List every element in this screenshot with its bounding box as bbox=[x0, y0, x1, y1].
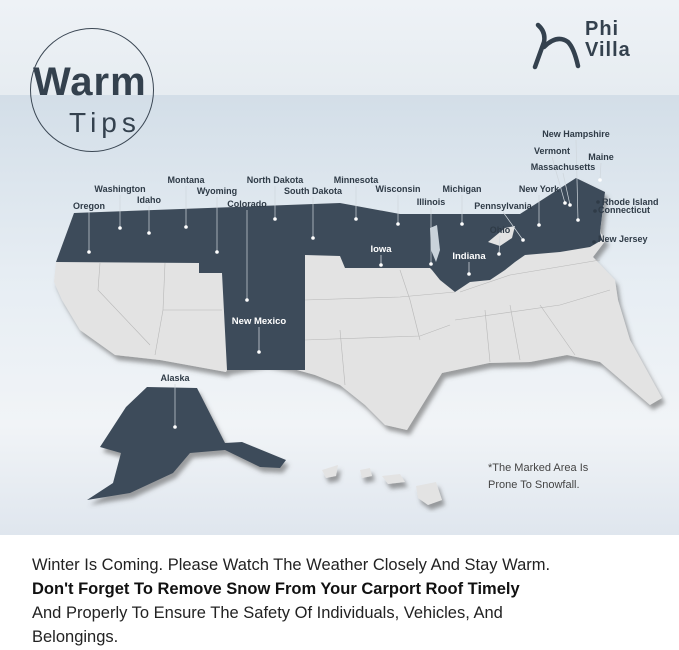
label-leader-line bbox=[502, 211, 524, 241]
label-dot bbox=[354, 217, 358, 221]
caption-line4: Belongings. bbox=[32, 628, 119, 646]
label-dot bbox=[215, 250, 219, 254]
brand-line2: Villa bbox=[585, 39, 631, 61]
label-dot bbox=[521, 238, 525, 242]
hawaii bbox=[322, 465, 442, 505]
caption-line3: And Properly To Ensure The Safety Of Ind… bbox=[32, 604, 503, 622]
title-tips: Tips bbox=[69, 107, 141, 138]
state-label-new-jersey: New Jersey bbox=[598, 234, 648, 244]
snowfall-note: *The Marked Area Is Prone To Snowfall. bbox=[488, 460, 588, 494]
label-leader-line bbox=[551, 156, 566, 204]
caption-line1: Winter Is Coming. Please Watch The Weath… bbox=[32, 556, 551, 574]
label-dot bbox=[497, 252, 501, 256]
state-label-maine: Maine bbox=[588, 152, 614, 162]
label-leader-line bbox=[599, 162, 602, 181]
title-warm: Warm bbox=[33, 60, 147, 104]
note-line1: *The Marked Area Is bbox=[488, 462, 589, 474]
state-label-indiana: Indiana bbox=[452, 251, 486, 262]
state-label-vermont: Vermont bbox=[534, 146, 570, 156]
alaska bbox=[87, 387, 286, 500]
state-label-new-york: New York bbox=[519, 184, 560, 194]
note-line2: Prone To Snowfall. bbox=[488, 479, 580, 491]
label-dot bbox=[147, 231, 151, 235]
state-label-massachusetts: Massachusetts bbox=[531, 162, 596, 172]
state-label-montana: Montana bbox=[168, 175, 206, 185]
label-dot bbox=[257, 350, 261, 354]
label-dot bbox=[245, 298, 249, 302]
state-label-illinois: Illinois bbox=[417, 197, 446, 207]
label-dot bbox=[537, 223, 541, 227]
snowfall-region-north bbox=[56, 178, 605, 370]
label-dot bbox=[429, 262, 433, 266]
label-leader-line bbox=[498, 235, 501, 255]
label-dot bbox=[592, 240, 596, 244]
brand-line1: Phi bbox=[585, 18, 620, 40]
state-label-rhode-island: Rhode Island bbox=[602, 197, 659, 207]
state-label-connecticut: Connecticut bbox=[598, 205, 650, 215]
caption-bold: Don't Forget To Remove Snow From Your Ca… bbox=[32, 580, 520, 598]
label-dot bbox=[467, 272, 471, 276]
label-dot bbox=[118, 226, 122, 230]
state-label-north-dakota: North Dakota bbox=[247, 175, 304, 185]
state-label-idaho: Idaho bbox=[137, 195, 162, 205]
state-label-wyoming: Wyoming bbox=[197, 186, 237, 196]
caption: Winter Is Coming. Please Watch The Weath… bbox=[32, 553, 672, 649]
label-dot bbox=[396, 222, 400, 226]
state-label-iowa: Iowa bbox=[370, 244, 392, 255]
label-dot bbox=[87, 250, 91, 254]
label-dot bbox=[568, 203, 572, 207]
state-label-colorado: Colorado bbox=[227, 199, 267, 209]
label-dot bbox=[184, 225, 188, 229]
phi-villa-logo-icon bbox=[532, 22, 581, 70]
label-dot bbox=[460, 222, 464, 226]
lake-erie bbox=[488, 226, 515, 246]
state-label-washington: Washington bbox=[94, 184, 145, 194]
state-label-pennsylvania: Pennsylvania bbox=[474, 201, 533, 211]
state-label-ohio: Ohio bbox=[490, 225, 511, 235]
label-dot bbox=[173, 425, 177, 429]
brand-logo-text: Phi Villa bbox=[585, 19, 631, 61]
label-leader-line bbox=[575, 139, 579, 221]
state-label-wisconsin: Wisconsin bbox=[376, 184, 421, 194]
state-label-alaska: Alaska bbox=[160, 373, 190, 383]
state-label-new-hampshire: New Hampshire bbox=[542, 129, 610, 139]
lake-michigan bbox=[430, 225, 440, 262]
label-dot bbox=[563, 201, 567, 205]
state-label-michigan: Michigan bbox=[442, 184, 481, 194]
label-dot bbox=[379, 263, 383, 267]
label-dot bbox=[593, 209, 597, 213]
label-dot bbox=[311, 236, 315, 240]
label-dot bbox=[596, 200, 600, 204]
title-circle bbox=[30, 28, 154, 152]
label-dot bbox=[273, 217, 277, 221]
state-borders bbox=[97, 259, 611, 386]
state-label-minnesota: Minnesota bbox=[334, 175, 379, 185]
state-label-south-dakota: South Dakota bbox=[284, 186, 343, 196]
state-label-oregon: Oregon bbox=[73, 201, 105, 211]
label-dot bbox=[576, 218, 580, 222]
label-leader-line bbox=[562, 172, 571, 206]
state-label-new-mexico: New Mexico bbox=[232, 316, 287, 327]
label-dot bbox=[598, 178, 602, 182]
